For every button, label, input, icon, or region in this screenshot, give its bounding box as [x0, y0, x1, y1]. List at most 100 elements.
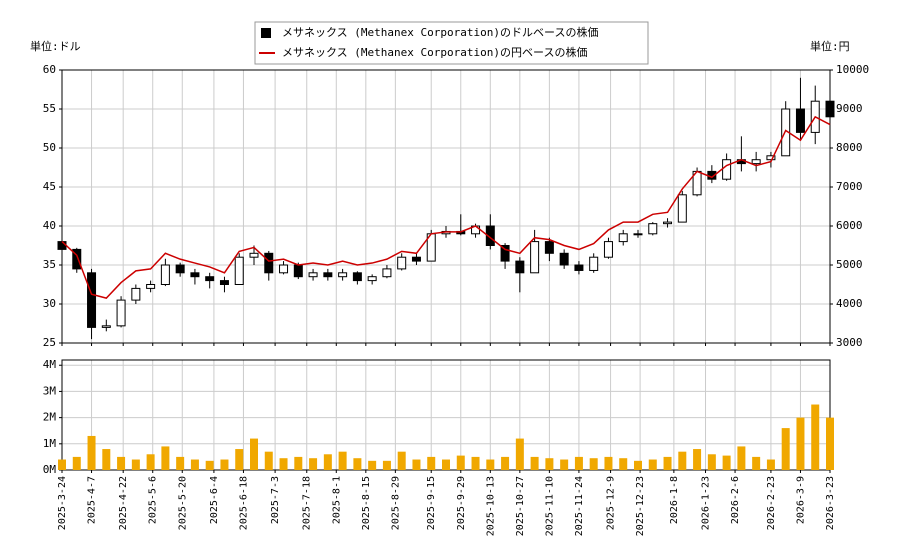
candle-body [648, 223, 658, 235]
volume-bar [323, 454, 332, 470]
plot-area [61, 359, 831, 471]
y2-tick-label: 9000 [836, 102, 863, 115]
x-tick-label: 2025-4-22 [118, 476, 129, 530]
volume-bar [72, 456, 81, 470]
x-tick-label: 2026-1-23 [701, 476, 712, 530]
candle-body [293, 264, 303, 278]
candle-body [160, 264, 170, 285]
x-tick-label: 2025-12-9 [606, 476, 617, 530]
volume-bar [102, 449, 111, 470]
volume-bar [604, 456, 613, 470]
candle-body [338, 272, 348, 278]
volume-bar [117, 456, 126, 470]
x-tick-label: 2026-3-9 [795, 476, 806, 524]
candle-body [751, 159, 761, 165]
volume-bar [87, 435, 96, 470]
volume-bar [397, 451, 406, 470]
candle-body [515, 260, 525, 274]
y-tick-label: 4M [43, 358, 57, 371]
volume-bar [707, 454, 716, 470]
x-tick-label: 2025-10-27 [515, 476, 526, 536]
x-tick-label: 2026-3-23 [825, 476, 836, 530]
y2-tick-label: 5000 [836, 258, 863, 271]
candle-body [544, 241, 554, 254]
volume-bar [146, 454, 155, 470]
volume-bar [190, 459, 199, 470]
candle-body [131, 287, 141, 301]
y-tick-label: 45 [43, 180, 56, 193]
volume-bar [678, 451, 687, 470]
volume-bar [826, 417, 834, 470]
plot-frame [61, 69, 831, 344]
x-tick-label: 2025-6-4 [209, 476, 220, 524]
y-tick-label: 25 [43, 336, 56, 349]
volume-bar [648, 459, 657, 470]
volume-bar [545, 458, 554, 470]
x-tick-label: 2025-3-24 [57, 476, 68, 530]
volume-bar [530, 456, 539, 470]
volume-bar [486, 459, 495, 470]
candle-body [234, 256, 244, 286]
volume-bar [161, 446, 170, 470]
y2-tick-label: 4000 [836, 297, 863, 310]
x-tick-label: 2025-8-29 [390, 476, 401, 530]
x-tick-label: 2025-6-18 [238, 476, 249, 530]
x-tick-label: 2025-4-7 [87, 476, 98, 524]
candle-body [722, 159, 732, 180]
volume-bar [589, 458, 598, 470]
volume-bar [382, 460, 391, 470]
x-tick-label: 2025-11-24 [574, 476, 585, 536]
candle-body [87, 272, 97, 328]
candle-body [146, 284, 156, 289]
volume-bar [722, 455, 731, 470]
candle-body [825, 100, 835, 118]
volume-bar [427, 456, 436, 470]
volume-bar [515, 438, 524, 470]
y2-tick-label: 10000 [836, 63, 869, 76]
volume-bar [131, 459, 140, 470]
y-tick-label: 3M [43, 384, 57, 397]
x-tick-label: 2026-1-8 [669, 476, 680, 524]
candle-body [367, 276, 377, 282]
volume-bar [574, 456, 583, 470]
x-tick-label: 2025-5-20 [177, 476, 188, 530]
volume-bar [796, 417, 805, 470]
candle-body [57, 241, 67, 250]
candle-body [323, 272, 333, 278]
candle-body [205, 276, 215, 282]
x-tick-label: 2025-9-15 [426, 476, 437, 530]
x-tick-label: 2025-7-18 [302, 476, 313, 530]
x-tick-label: 2025-11-10 [544, 476, 555, 536]
candle-body [766, 155, 776, 161]
candle-body [72, 248, 82, 270]
legend-label: メサネックス (Methanex Corporation)のドルベースの株価 [282, 25, 598, 39]
candle-body [352, 272, 362, 282]
x-tick-label: 2025-5-6 [148, 476, 159, 524]
volume-bar [501, 456, 510, 470]
y2-tick-label: 7000 [836, 180, 863, 193]
volume-bar [693, 449, 702, 470]
volume-bar [456, 455, 465, 470]
y-tick-label: 55 [43, 102, 56, 115]
x-tick-label: 2025-7-3 [270, 476, 281, 524]
volume-bar [368, 460, 377, 470]
y-tick-label: 0M [43, 463, 57, 476]
volume-bar [279, 458, 288, 470]
y-tick-label: 60 [43, 63, 56, 76]
y-tick-label: 1M [43, 437, 57, 450]
legend-box [254, 21, 649, 65]
candle-body [559, 252, 569, 266]
candle-body [382, 268, 392, 278]
volume-bar [471, 456, 480, 470]
y2-axis-label: 単位:円 [810, 39, 850, 53]
volume-bar [353, 458, 362, 470]
x-tick-label: 2025-8-1 [331, 476, 342, 524]
candle-body [530, 241, 540, 274]
candle-body [264, 252, 274, 274]
candle-body [279, 264, 289, 274]
candle-body [603, 241, 613, 258]
candle-body [574, 264, 584, 271]
volume-bar [176, 456, 185, 470]
volume-bar [58, 459, 66, 470]
